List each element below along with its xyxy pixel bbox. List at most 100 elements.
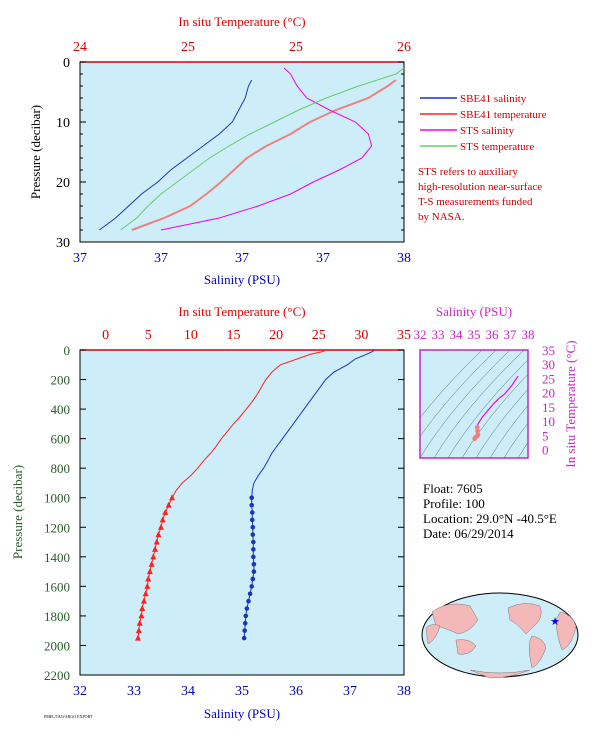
info-float: Float: 7605 <box>423 481 483 496</box>
ts-profile-point <box>474 424 480 430</box>
salinity-marker <box>243 613 249 619</box>
main-sal-ticks: 32 33 34 35 36 37 38 <box>73 684 411 699</box>
main-temp-tick: 30 <box>354 328 368 343</box>
top-sal-tick: 37 <box>316 251 330 266</box>
top-panel: In situ Temperature (°C) 24 25 25 26 37 … <box>28 14 411 287</box>
main-temp-tick: 20 <box>269 328 283 343</box>
temperature-marker <box>153 538 160 545</box>
salinity-marker <box>250 524 256 530</box>
ts-plot-area <box>419 349 529 459</box>
top-series-line <box>120 67 405 231</box>
legend-label: STS temperature <box>460 141 534 153</box>
map-land-asia <box>431 603 479 635</box>
top-temp-tick: 24 <box>73 40 87 55</box>
main-temp-tick: 5 <box>145 328 152 343</box>
main-sal-tick: 37 <box>343 684 357 699</box>
float-info: Float: 7605 Profile: 100 Location: 29.0°… <box>423 481 557 541</box>
main-pressure-ticks: 0 200 400 600 800 1000 1200 1400 1600 1800 2000 220… <box>44 343 404 683</box>
top-pressure-tick: 10 <box>56 116 70 131</box>
legend-note-line: high-resolution near-surface <box>418 181 542 193</box>
top-temp-ticks: 24 25 25 26 <box>73 40 411 55</box>
ts-density-contour <box>420 350 483 419</box>
ts-density-contour <box>433 350 525 458</box>
top-temp-axis-label: In situ Temperature (°C) <box>178 14 305 29</box>
main-temp-axis-label: In situ Temperature (°C) <box>178 304 305 319</box>
main-series-group <box>134 349 375 641</box>
main-sal-tick: 32 <box>73 684 87 699</box>
top-temp-tick: 26 <box>397 40 411 55</box>
map-land-north-america <box>507 603 542 635</box>
ts-density-contour <box>517 441 528 458</box>
main-pressure-tick: 1400 <box>44 550 70 565</box>
legend-label: SBE41 temperature <box>460 109 547 121</box>
main-sal-tick: 33 <box>127 684 141 699</box>
ts-sal-tick: 37 <box>504 327 518 342</box>
map-land-africa-west <box>425 624 441 645</box>
legend-label: SBE41 salinity <box>460 93 527 105</box>
legend-note-line: STS refers to auxiliary <box>418 166 518 178</box>
main-temp-tick: 35 <box>397 328 411 343</box>
legend-note-line: by NASA. <box>418 211 465 223</box>
top-pressure-tick: 0 <box>63 56 70 71</box>
salinity-marker <box>249 495 255 501</box>
ts-density-contour <box>420 350 511 458</box>
top-temp-tick: 25 <box>289 40 303 55</box>
top-pressure-tick: 30 <box>56 236 70 251</box>
salinity-marker <box>251 539 256 545</box>
ts-temp-tick: 20 <box>542 386 555 401</box>
main-temp-tick: 25 <box>312 328 326 343</box>
salinity-marker <box>251 561 257 567</box>
top-series-line <box>99 79 253 231</box>
temperature-marker <box>136 619 143 626</box>
ts-sal-tick: 35 <box>468 327 481 342</box>
top-sal-tick: 37 <box>235 251 249 266</box>
temperature-marker <box>144 582 151 589</box>
salinity-marker <box>246 598 251 604</box>
temperature-marker <box>142 590 149 597</box>
temperature-marker <box>155 531 162 538</box>
ts-sal-tick: 36 <box>486 327 500 342</box>
main-pressure-tick: 0 <box>64 343 71 358</box>
ts-sal-tick: 33 <box>432 327 445 342</box>
temperature-marker <box>165 501 172 508</box>
temperature-marker <box>146 568 153 575</box>
salinity-marker <box>249 510 255 515</box>
main-pressure-tick: 2000 <box>44 638 70 653</box>
temperature-marker <box>158 523 164 530</box>
main-temp-tick: 0 <box>102 328 109 343</box>
temperature-marker <box>152 545 159 552</box>
temperature-marker <box>139 605 146 612</box>
top-sal-ticks: 37 37 37 37 38 <box>73 251 411 266</box>
ts-density-contour <box>420 350 497 438</box>
temperature-marker <box>135 627 142 634</box>
top-series-line <box>131 79 397 231</box>
ts-density-contour <box>489 405 528 458</box>
top-sal-tick: 37 <box>154 251 168 266</box>
ts-temp-tick: 10 <box>542 414 555 429</box>
temperature-marker <box>140 597 147 604</box>
main-sal-tick: 36 <box>289 684 303 699</box>
main-pressure-tick: 600 <box>51 432 71 447</box>
ts-series-group <box>472 375 519 442</box>
legend-note-line: T-S measurements funded <box>418 196 533 208</box>
ts-panel: Salinity (PSU) 32 33 34 35 36 37 38 0510152025… <box>414 304 579 468</box>
main-pressure-tick: 200 <box>51 373 71 388</box>
map-land-south-america <box>529 635 547 669</box>
ts-temp-tick: 35 <box>542 343 555 358</box>
salinity-marker <box>249 517 255 523</box>
main-temp-tick: 10 <box>184 328 198 343</box>
ts-density-contour <box>503 422 528 458</box>
salinity-marker <box>250 532 256 537</box>
info-profile: Profile: 100 <box>423 496 485 511</box>
map-land-antarctica <box>469 669 531 679</box>
salinity-marker <box>242 620 248 626</box>
ts-temp-tick: 25 <box>542 371 555 386</box>
ts-sal-tick: 34 <box>450 327 464 342</box>
main-temp-ticks: 0 5 10 15 20 25 30 35 <box>102 328 411 343</box>
salinity-marker <box>250 576 256 582</box>
main-pressure-tick: 400 <box>51 402 71 417</box>
ts-temp-axis-label: In situ Temperature (°C) <box>563 340 578 467</box>
temperature-marker <box>162 509 169 515</box>
top-series-line <box>160 67 373 231</box>
